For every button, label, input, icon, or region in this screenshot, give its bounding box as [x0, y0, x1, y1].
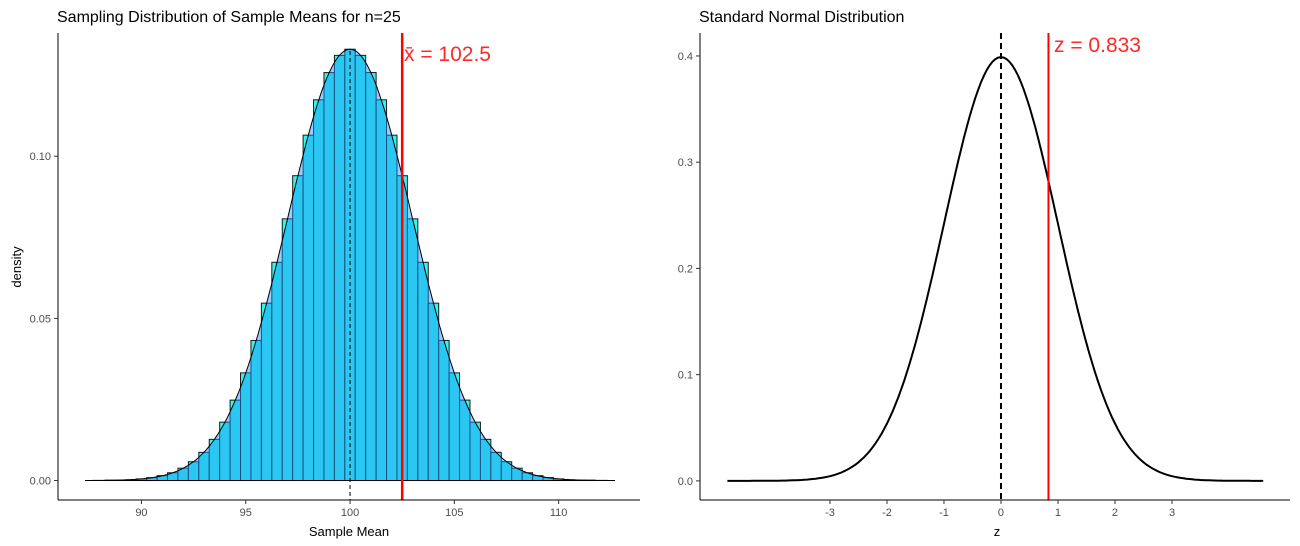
y-tick-label: 0.4	[678, 51, 693, 63]
x-tick-label: 105	[445, 507, 463, 519]
y-tick-label: 0.10	[30, 151, 51, 163]
standard-normal-panel: Standard Normal Distribution z z = 0.833…	[678, 9, 1290, 539]
chart-title: Sampling Distribution of Sample Means fo…	[57, 9, 401, 26]
sample-mean-annotation: x̄ = 102.5	[404, 43, 491, 66]
x-tick-label: 2	[1112, 507, 1118, 519]
y-tick-label: 0.0	[678, 476, 693, 488]
x-tick-label: 90	[135, 507, 147, 519]
normal-curve	[727, 56, 1264, 482]
y-tick-label: 0.05	[30, 313, 51, 325]
x-tick-label: 95	[240, 507, 252, 519]
x-tick-label: 100	[341, 507, 359, 519]
sampling-distribution-panel: Sampling Distribution of Sample Means fo…	[9, 9, 640, 539]
z-annotation: z = 0.833	[1054, 34, 1141, 57]
x-tick-label: 0	[998, 507, 1004, 519]
x-axis-label: Sample Mean	[309, 524, 389, 539]
x-axis-label: z	[994, 524, 1001, 539]
y-tick-label: 0.3	[678, 157, 693, 169]
x-tick-label: -2	[882, 507, 892, 519]
x-tick-label: -3	[825, 507, 835, 519]
x-tick-label: 110	[550, 507, 568, 519]
chart-title: Standard Normal Distribution	[699, 9, 904, 26]
y-tick-label: 0.2	[678, 263, 693, 275]
x-tick-label: -1	[939, 507, 949, 519]
y-axis-label: density	[9, 246, 24, 288]
x-tick-label: 1	[1055, 507, 1061, 519]
y-tick-label: 0.00	[30, 476, 51, 488]
density-curve	[85, 48, 615, 481]
x-tick-label: 3	[1169, 507, 1175, 519]
y-tick-label: 0.1	[678, 370, 693, 382]
